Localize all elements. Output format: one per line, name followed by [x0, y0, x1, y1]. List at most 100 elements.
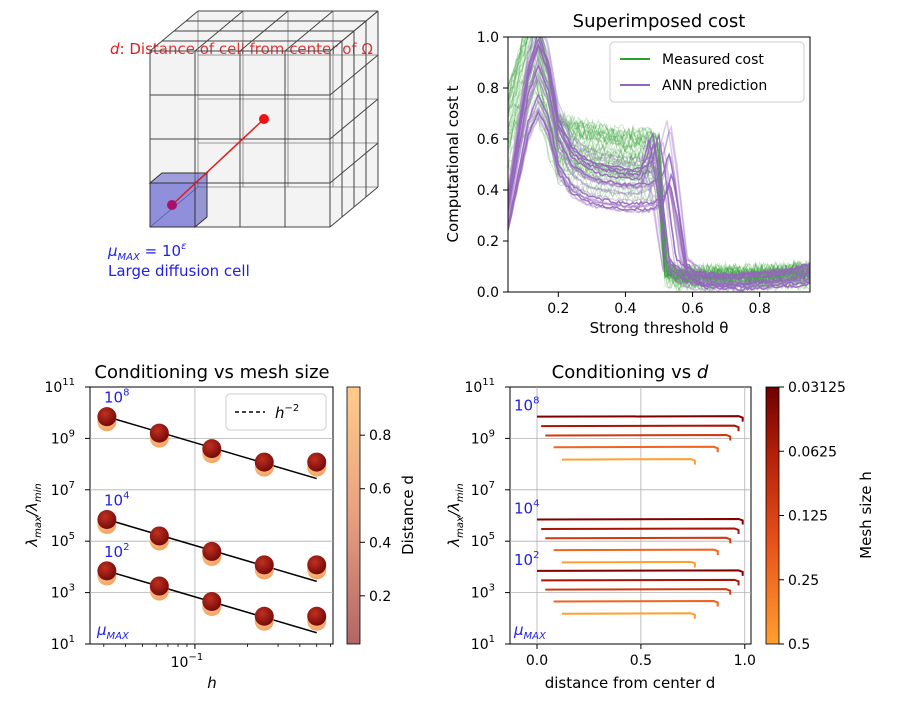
caption-rest: : Distance of cell from center of Ω	[120, 40, 373, 58]
cost-ytick-label: 0.0	[477, 285, 499, 301]
cost-ytick-label: 0.6	[477, 132, 499, 148]
colorbar-tick-label: 0.25	[788, 573, 819, 589]
distance-frame	[509, 386, 752, 645]
measured-cost-line	[508, 96, 810, 292]
cost-xtick-label: 0.6	[681, 301, 703, 317]
conditioning-series-line	[537, 517, 744, 525]
conditioning-point	[202, 541, 222, 561]
conditioning-series-line	[545, 433, 732, 441]
conditioning-point	[202, 439, 222, 459]
measured-cost-line	[508, 62, 810, 284]
distance-xtick-label: 1.0	[734, 653, 756, 669]
conditioning-series-line	[561, 612, 696, 619]
conditioning-series-line	[545, 588, 732, 595]
conditioning-point	[254, 555, 274, 575]
distance-lines: 108 104 102	[514, 396, 744, 619]
distance-xtick-label: 0.5	[630, 653, 652, 669]
conditioning-point	[307, 452, 327, 472]
mu-group-label: 102	[514, 550, 539, 569]
cost-ytick-label: 0.2	[477, 234, 499, 250]
colorbar-tick-label: 0.5	[788, 637, 810, 653]
conditioning-series-line	[553, 445, 719, 453]
colorbar-tick-label: 0.8	[369, 428, 391, 444]
cost-ytick-label: 1.0	[477, 30, 499, 46]
ytick-label: 107	[51, 480, 75, 499]
measured-cost-line	[508, 37, 810, 279]
mesh-grid	[90, 387, 333, 644]
ytick-label: 1011	[44, 377, 75, 396]
mesh-xtick-label: 10−1	[171, 652, 204, 671]
cost-chart: Superimposed cost 0.2 0.4 0.6 0.80.00.20.40…	[444, 11, 811, 337]
mesh-title: Conditioning vs mesh size	[94, 362, 329, 383]
mu-symbol: μ	[107, 242, 118, 260]
cost-ytick-label: 0.8	[477, 81, 499, 97]
cube-grid	[148, 10, 379, 229]
mesh-xlabel: h	[207, 674, 217, 692]
conditioning-series-line	[561, 458, 696, 465]
mesh-frame	[89, 386, 334, 645]
ann-prediction-line	[508, 53, 810, 286]
cost-title: Superimposed cost	[573, 11, 746, 32]
cost-xtick-label: 0.4	[614, 301, 636, 317]
measured-cost-line	[508, 109, 810, 292]
distance-xlabel: distance from center d	[545, 674, 716, 692]
ann-prediction-line	[508, 73, 810, 278]
ytick-label: 105	[51, 531, 75, 550]
ytick-label: 109	[471, 428, 495, 447]
conditioning-point	[307, 606, 327, 626]
measured-cost-line	[508, 63, 810, 283]
cell-center-dot	[167, 200, 177, 210]
conditioning-point	[307, 555, 327, 575]
legend-measured: Measured cost	[662, 52, 764, 68]
conditioning-point	[254, 606, 274, 626]
distance-line	[171, 118, 265, 206]
distance-chart: Conditioning vs d 108 104 102 101 103 105 107…	[445, 362, 875, 692]
mu-exp: ε	[181, 241, 187, 252]
mu-sub: MAX	[118, 252, 141, 263]
mesh-legend: h−2	[225, 393, 327, 431]
ann-prediction-line	[508, 38, 810, 277]
colorbar-tick-label: 0.6	[369, 482, 391, 498]
distance-ticks: 101 103 105 107 109 1011 0.0 0.5 1.0	[464, 377, 755, 669]
cost-ylabel: Computational cost t	[444, 85, 462, 242]
caption-var: d	[110, 40, 120, 58]
ytick-label: 109	[51, 428, 75, 447]
conditioning-series-line	[541, 527, 740, 534]
mu-eq: = 10	[140, 242, 181, 260]
ytick-label: 105	[471, 531, 495, 550]
colorbar-tick-label: 0.125	[788, 509, 828, 525]
colorbar-tick-label: 0.0625	[788, 444, 837, 460]
distance-colorbar-ticks: 0.2 0.4 0.6 0.8	[360, 428, 391, 605]
ytick-label: 101	[471, 634, 495, 653]
colorbar-tick-label: 0.4	[369, 535, 391, 551]
distance-grid	[510, 387, 751, 644]
mesh-legend-box	[225, 393, 327, 431]
conditioning-point	[149, 526, 169, 546]
conditioning-point	[149, 576, 169, 596]
mu-group-label: 104	[104, 490, 129, 509]
mesh-ticks: 101 103 105 107 109 1011 10−1	[44, 377, 331, 671]
large-cell-label: Large diffusion cell	[108, 262, 250, 280]
mesh-colorbar-ticks: 0.03125 0.0625 0.125 0.25 0.5	[779, 380, 846, 653]
measured-cost-line	[508, 72, 810, 288]
cost-xtick-label: 0.8	[749, 301, 771, 317]
cost-xlabel: Strong threshold θ	[590, 319, 729, 337]
distance-colorbar	[346, 386, 361, 645]
legend-h2: h−2	[275, 403, 299, 422]
cost-ticks: 0.2 0.4 0.6 0.8 0.0 0.2 0.4 0.6 0.8 1.0	[477, 30, 771, 317]
legend-box	[609, 41, 805, 103]
mu-group-label: 108	[104, 388, 129, 407]
colorbar-tick-label: 0.03125	[788, 380, 846, 396]
mesh-colorbar	[765, 386, 780, 645]
conditioning-series-line	[545, 536, 732, 544]
ytick-label: 103	[51, 583, 75, 602]
mesh-ylabel: λmax/λmin	[23, 483, 44, 547]
cube-diagram: d: Distance of cell from center of Ω μMA…	[107, 10, 379, 280]
mu-group-label: 102	[104, 542, 129, 561]
ytick-label: 101	[51, 634, 75, 653]
conditioning-point	[97, 561, 117, 581]
mu-max-annotation: μMAX = 10ε	[107, 241, 187, 263]
conditioning-point	[202, 592, 222, 612]
mesh-marks: 108 104 102	[97, 388, 327, 634]
